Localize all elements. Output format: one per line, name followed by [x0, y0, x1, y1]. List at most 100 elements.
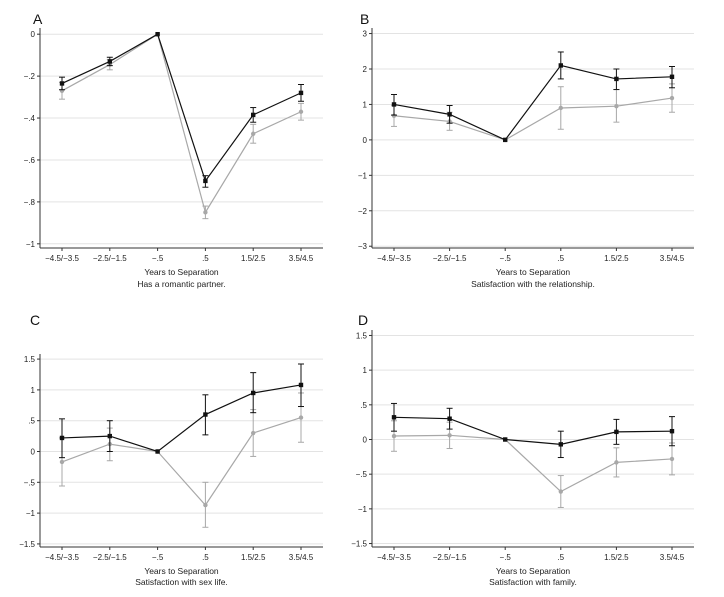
data-point [391, 415, 397, 420]
data-point [203, 502, 208, 508]
data-point [251, 131, 256, 136]
y-tick-label: 0 [363, 436, 368, 445]
y-tick-label: .5 [360, 401, 367, 410]
data-point [447, 112, 452, 117]
x-tick-label: 3.5/4.5 [660, 254, 685, 263]
data-point [558, 63, 563, 68]
series-dark [59, 31, 304, 188]
x-tick-label: −4.5/−3.5 [45, 254, 79, 263]
data-point [155, 31, 160, 37]
panel-a: A 0 −.2 −.4 −.6 −.8 −1 −4.5/−3.5 −2.5/−1.5 −.5 .5 1… [24, 11, 323, 289]
data-point [669, 74, 675, 79]
data-point [503, 137, 508, 143]
panel-caption: Has a romantic partner. [137, 279, 225, 289]
data-point [107, 59, 112, 64]
y-tick-label: 0 [363, 136, 368, 145]
x-axis-title: Years to Separation [496, 267, 571, 277]
x-tick-label: −4.5/−3.5 [377, 553, 411, 562]
panel-letter: C [30, 312, 40, 328]
y-tick-label: −2 [358, 207, 368, 216]
panel-letter: B [360, 11, 369, 27]
series-line [61, 384, 302, 453]
series-gray [59, 31, 304, 220]
x-tick-label: −2.5/−1.5 [433, 254, 467, 263]
data-point [614, 429, 619, 435]
data-point [59, 435, 65, 441]
data-point [558, 489, 563, 494]
data-point [503, 437, 508, 442]
data-point [107, 433, 112, 439]
x-tick-label: .5 [202, 254, 209, 263]
y-tick-label: 1.5 [24, 355, 36, 364]
data-point [558, 442, 563, 447]
data-point [59, 459, 65, 465]
y-tick-label: −1.5 [351, 540, 367, 549]
y-tick-label: −.8 [24, 198, 36, 207]
x-tick-label: 3.5/4.5 [289, 553, 314, 562]
series-line [393, 434, 673, 493]
panel-caption: Satisfaction with the relationship. [471, 279, 595, 289]
x-axis-title: Years to Separation [496, 566, 571, 576]
y-tick-label: −3 [358, 242, 368, 251]
series-line [61, 417, 302, 507]
y-tick-label: −.4 [24, 114, 36, 123]
series-gray [391, 420, 675, 508]
y-tick-label: 1.5 [356, 331, 368, 340]
y-tick-label: 1 [363, 100, 368, 109]
y-tick-label: −1 [358, 505, 368, 514]
data-point [251, 112, 256, 118]
y-tick-label: −.6 [24, 156, 36, 165]
panel-caption: Satisfaction with sex life. [135, 577, 228, 587]
data-point [614, 76, 619, 82]
data-point [391, 433, 397, 439]
series-line [61, 33, 302, 183]
data-point [155, 449, 160, 454]
y-tick-label: 0 [31, 448, 36, 457]
x-tick-label: 1.5/2.5 [241, 254, 266, 263]
x-axis-title: Years to Separation [144, 566, 219, 576]
series-line [393, 64, 673, 141]
y-tick-label: −.5 [24, 478, 36, 487]
data-point [558, 105, 563, 111]
series-line [61, 33, 302, 214]
x-tick-label: 1.5/2.5 [604, 553, 629, 562]
y-tick-label: .5 [28, 417, 35, 426]
data-point [391, 102, 397, 107]
y-tick-label: −1 [26, 509, 36, 518]
x-tick-label: −2.5/−1.5 [93, 553, 127, 562]
data-point [298, 382, 304, 388]
panel-letter: A [33, 11, 43, 27]
y-tick-label: 1 [31, 386, 36, 395]
data-point [203, 210, 208, 215]
data-point [251, 390, 256, 396]
data-point [298, 415, 304, 420]
x-axis-title: Years to Separation [144, 267, 219, 277]
series-dark [59, 363, 304, 459]
series-gray [391, 83, 675, 143]
y-tick-label: −1.5 [19, 540, 35, 549]
x-tick-label: .5 [202, 553, 209, 562]
panel-caption: Satisfaction with family. [489, 577, 577, 587]
y-tick-label: −1 [26, 240, 36, 249]
data-point [59, 81, 65, 86]
x-tick-label: −.5 [152, 254, 164, 263]
panel-letter: D [358, 312, 368, 328]
series-gray [59, 392, 304, 528]
x-tick-label: −4.5/−3.5 [45, 553, 79, 562]
x-tick-label: 1.5/2.5 [241, 553, 266, 562]
x-tick-label: −2.5/−1.5 [433, 553, 467, 562]
y-tick-label: 1 [363, 366, 368, 375]
x-tick-label: −.5 [152, 553, 164, 562]
data-point [669, 428, 675, 434]
data-point [447, 416, 452, 421]
series-dark [391, 51, 675, 143]
data-point [669, 456, 675, 462]
data-point [614, 460, 619, 465]
y-tick-label: −.5 [356, 470, 368, 479]
x-tick-label: 3.5/4.5 [660, 553, 685, 562]
data-point [203, 412, 208, 417]
x-tick-label: −.5 [500, 553, 512, 562]
y-tick-label: 0 [31, 30, 36, 39]
y-tick-label: −.2 [24, 72, 36, 81]
